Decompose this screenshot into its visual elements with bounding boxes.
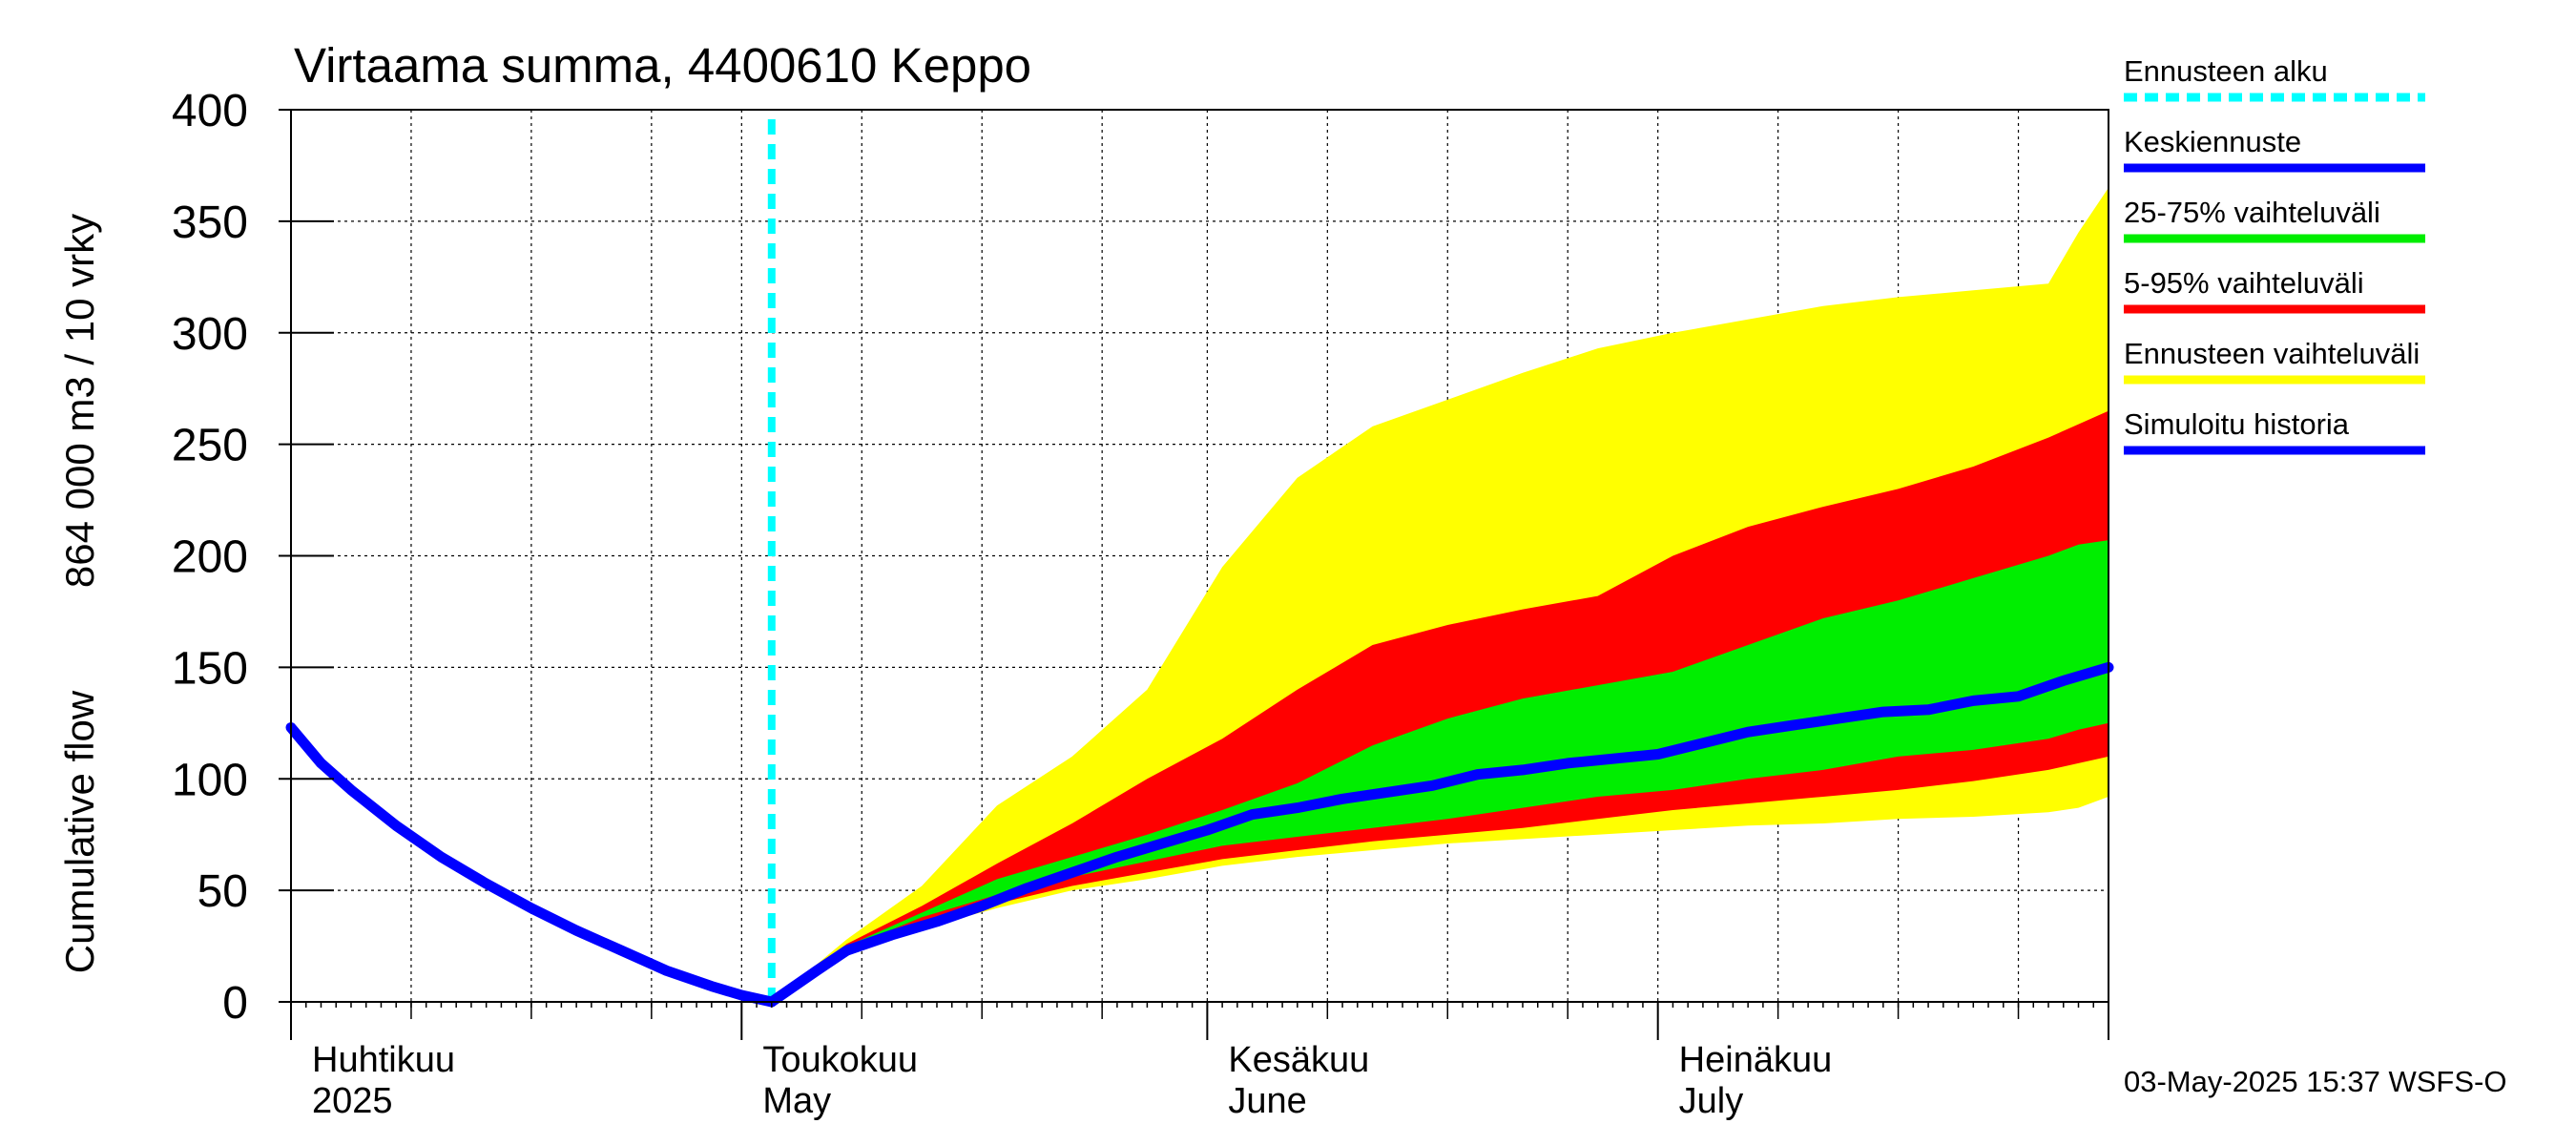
mean-forecast-line	[766, 661, 2114, 1008]
legend: Ennusteen alku Keskiennuste 25-75% vaihtel…	[2124, 54, 2425, 455]
x-month-sublabel-0: 2025	[312, 1081, 393, 1121]
y-tick-label-5: 250	[172, 421, 248, 471]
legend-label-5: Simuloitu historia	[2124, 407, 2350, 441]
y-tick-label-2: 100	[172, 755, 248, 805]
y-axis-label-line1: Cumulative flow	[57, 690, 102, 973]
history-line	[285, 722, 778, 1008]
legend-label-2: 25-75% vaihteluväli	[2124, 196, 2380, 229]
legend-label-3: 5-95% vaihteluväli	[2124, 266, 2364, 300]
x-month-sublabel-3: July	[1679, 1081, 1744, 1121]
y-tick-label-6: 300	[172, 309, 248, 360]
x-month-label-3: Heinäkuu	[1679, 1040, 1833, 1080]
y-axis: 0 50 100 150 200 250 300 350 400	[172, 86, 334, 1029]
y-tick-label-0: 0	[222, 978, 248, 1029]
y-axis-label-line2: 864 000 m3 / 10 vrky	[57, 214, 102, 588]
x-month-label-0: Huhtikuu	[312, 1040, 455, 1080]
legend-label-4: Ennusteen vaihteluväli	[2124, 337, 2420, 370]
y-tick-label-1: 50	[197, 866, 248, 917]
chart-title: Virtaama summa, 4400610 Keppo	[294, 38, 1031, 93]
y-tick-label-4: 200	[172, 532, 248, 583]
band-25-75	[771, 540, 2109, 1002]
y-tick-label-3: 150	[172, 643, 248, 694]
x-month-sublabel-1: May	[762, 1081, 831, 1121]
forecast-bands	[771, 187, 2109, 1003]
timestamp: 03-May-2025 15:37 WSFS-O	[2124, 1065, 2506, 1098]
y-tick-label-7: 350	[172, 198, 248, 248]
legend-label-0: Ennusteen alku	[2124, 54, 2328, 88]
legend-label-1: Keskiennuste	[2124, 125, 2301, 158]
x-month-sublabel-2: June	[1228, 1081, 1306, 1121]
x-month-label-2: Kesäkuu	[1228, 1040, 1369, 1080]
y-tick-label-8: 400	[172, 86, 248, 136]
x-month-label-1: Toukokuu	[762, 1040, 918, 1080]
